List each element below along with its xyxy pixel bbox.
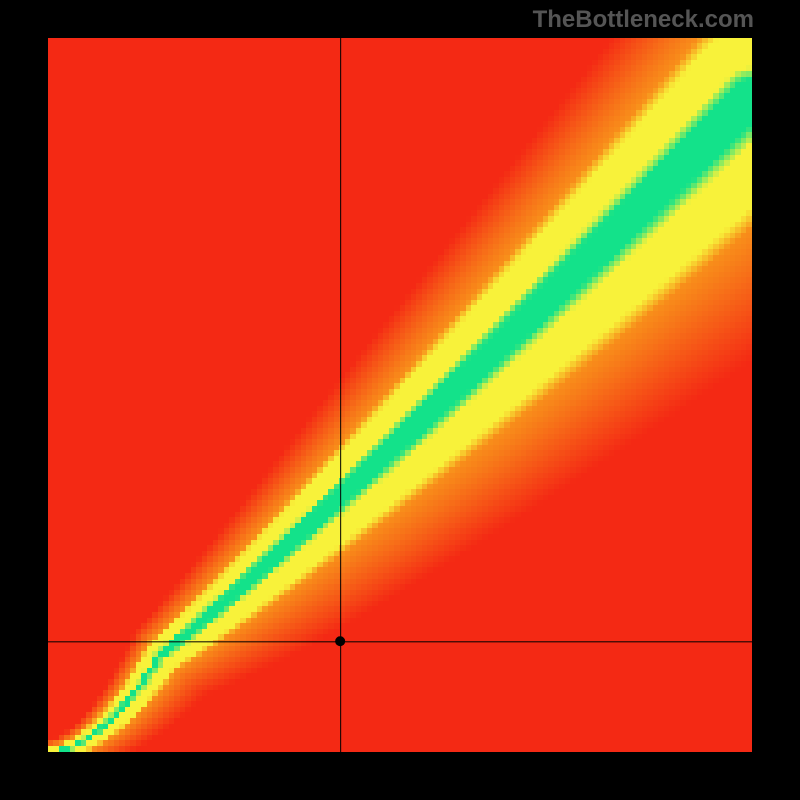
watermark-text: TheBottleneck.com — [533, 6, 754, 34]
outer-frame: TheBottleneck.com — [0, 0, 800, 800]
heatmap-canvas — [48, 38, 752, 752]
heatmap-area — [48, 38, 752, 752]
